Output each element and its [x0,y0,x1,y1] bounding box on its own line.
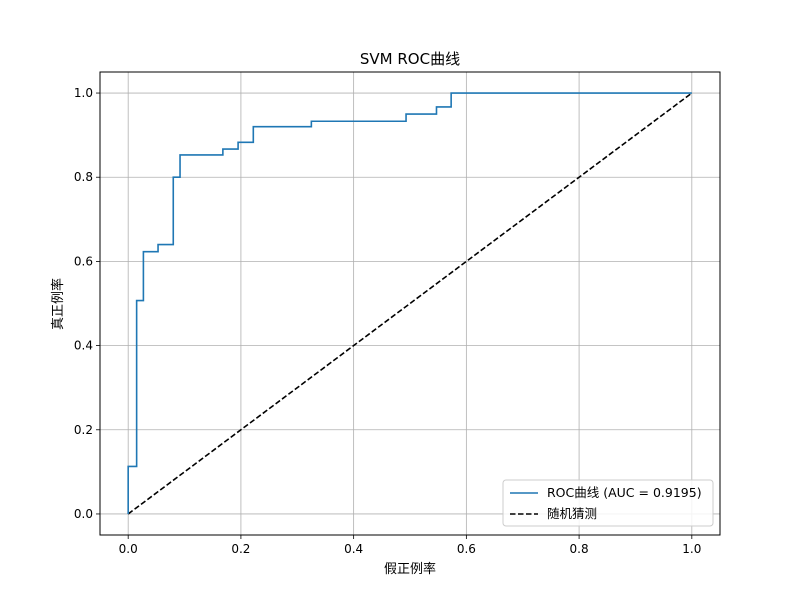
legend: ROC曲线 (AUC = 0.9195) 随机猜测 [502,479,714,527]
plot-frame [99,71,721,536]
y-tick-label: 1.0 [74,86,93,100]
x-tick-label: 0.0 [119,542,138,556]
y-tick-label: 0.4 [74,339,93,353]
y-tick-label: 0.6 [74,254,93,268]
tick-group: 0.0 0.2 0.4 0.6 0.8 1.0 0.0 0.2 0.4 0.6 0.8 1.0 [74,86,701,556]
random-guess-line [127,92,693,515]
y-tick-label: 0.0 [74,507,93,521]
x-tick-label: 0.8 [570,542,589,556]
x-tick-label: 0.4 [344,542,363,556]
grid-lines [100,72,720,535]
x-tick-label: 0.6 [457,542,476,556]
y-tick-label: 0.2 [74,423,93,437]
x-tick-label: 0.2 [231,542,250,556]
y-tick-label: 0.8 [74,170,93,184]
x-tick-label: 1.0 [682,542,701,556]
legend-label-roc: ROC曲线 (AUC = 0.9195) [547,485,702,500]
x-axis-label: 假正例率 [384,561,436,577]
roc-curve-line [127,92,692,514]
legend-box [502,479,714,527]
series-group [127,92,693,515]
chart-title: SVM ROC曲线 [360,50,460,68]
legend-label-random: 随机猜测 [547,506,597,521]
y-axis-label: 真正例率 [50,278,66,330]
